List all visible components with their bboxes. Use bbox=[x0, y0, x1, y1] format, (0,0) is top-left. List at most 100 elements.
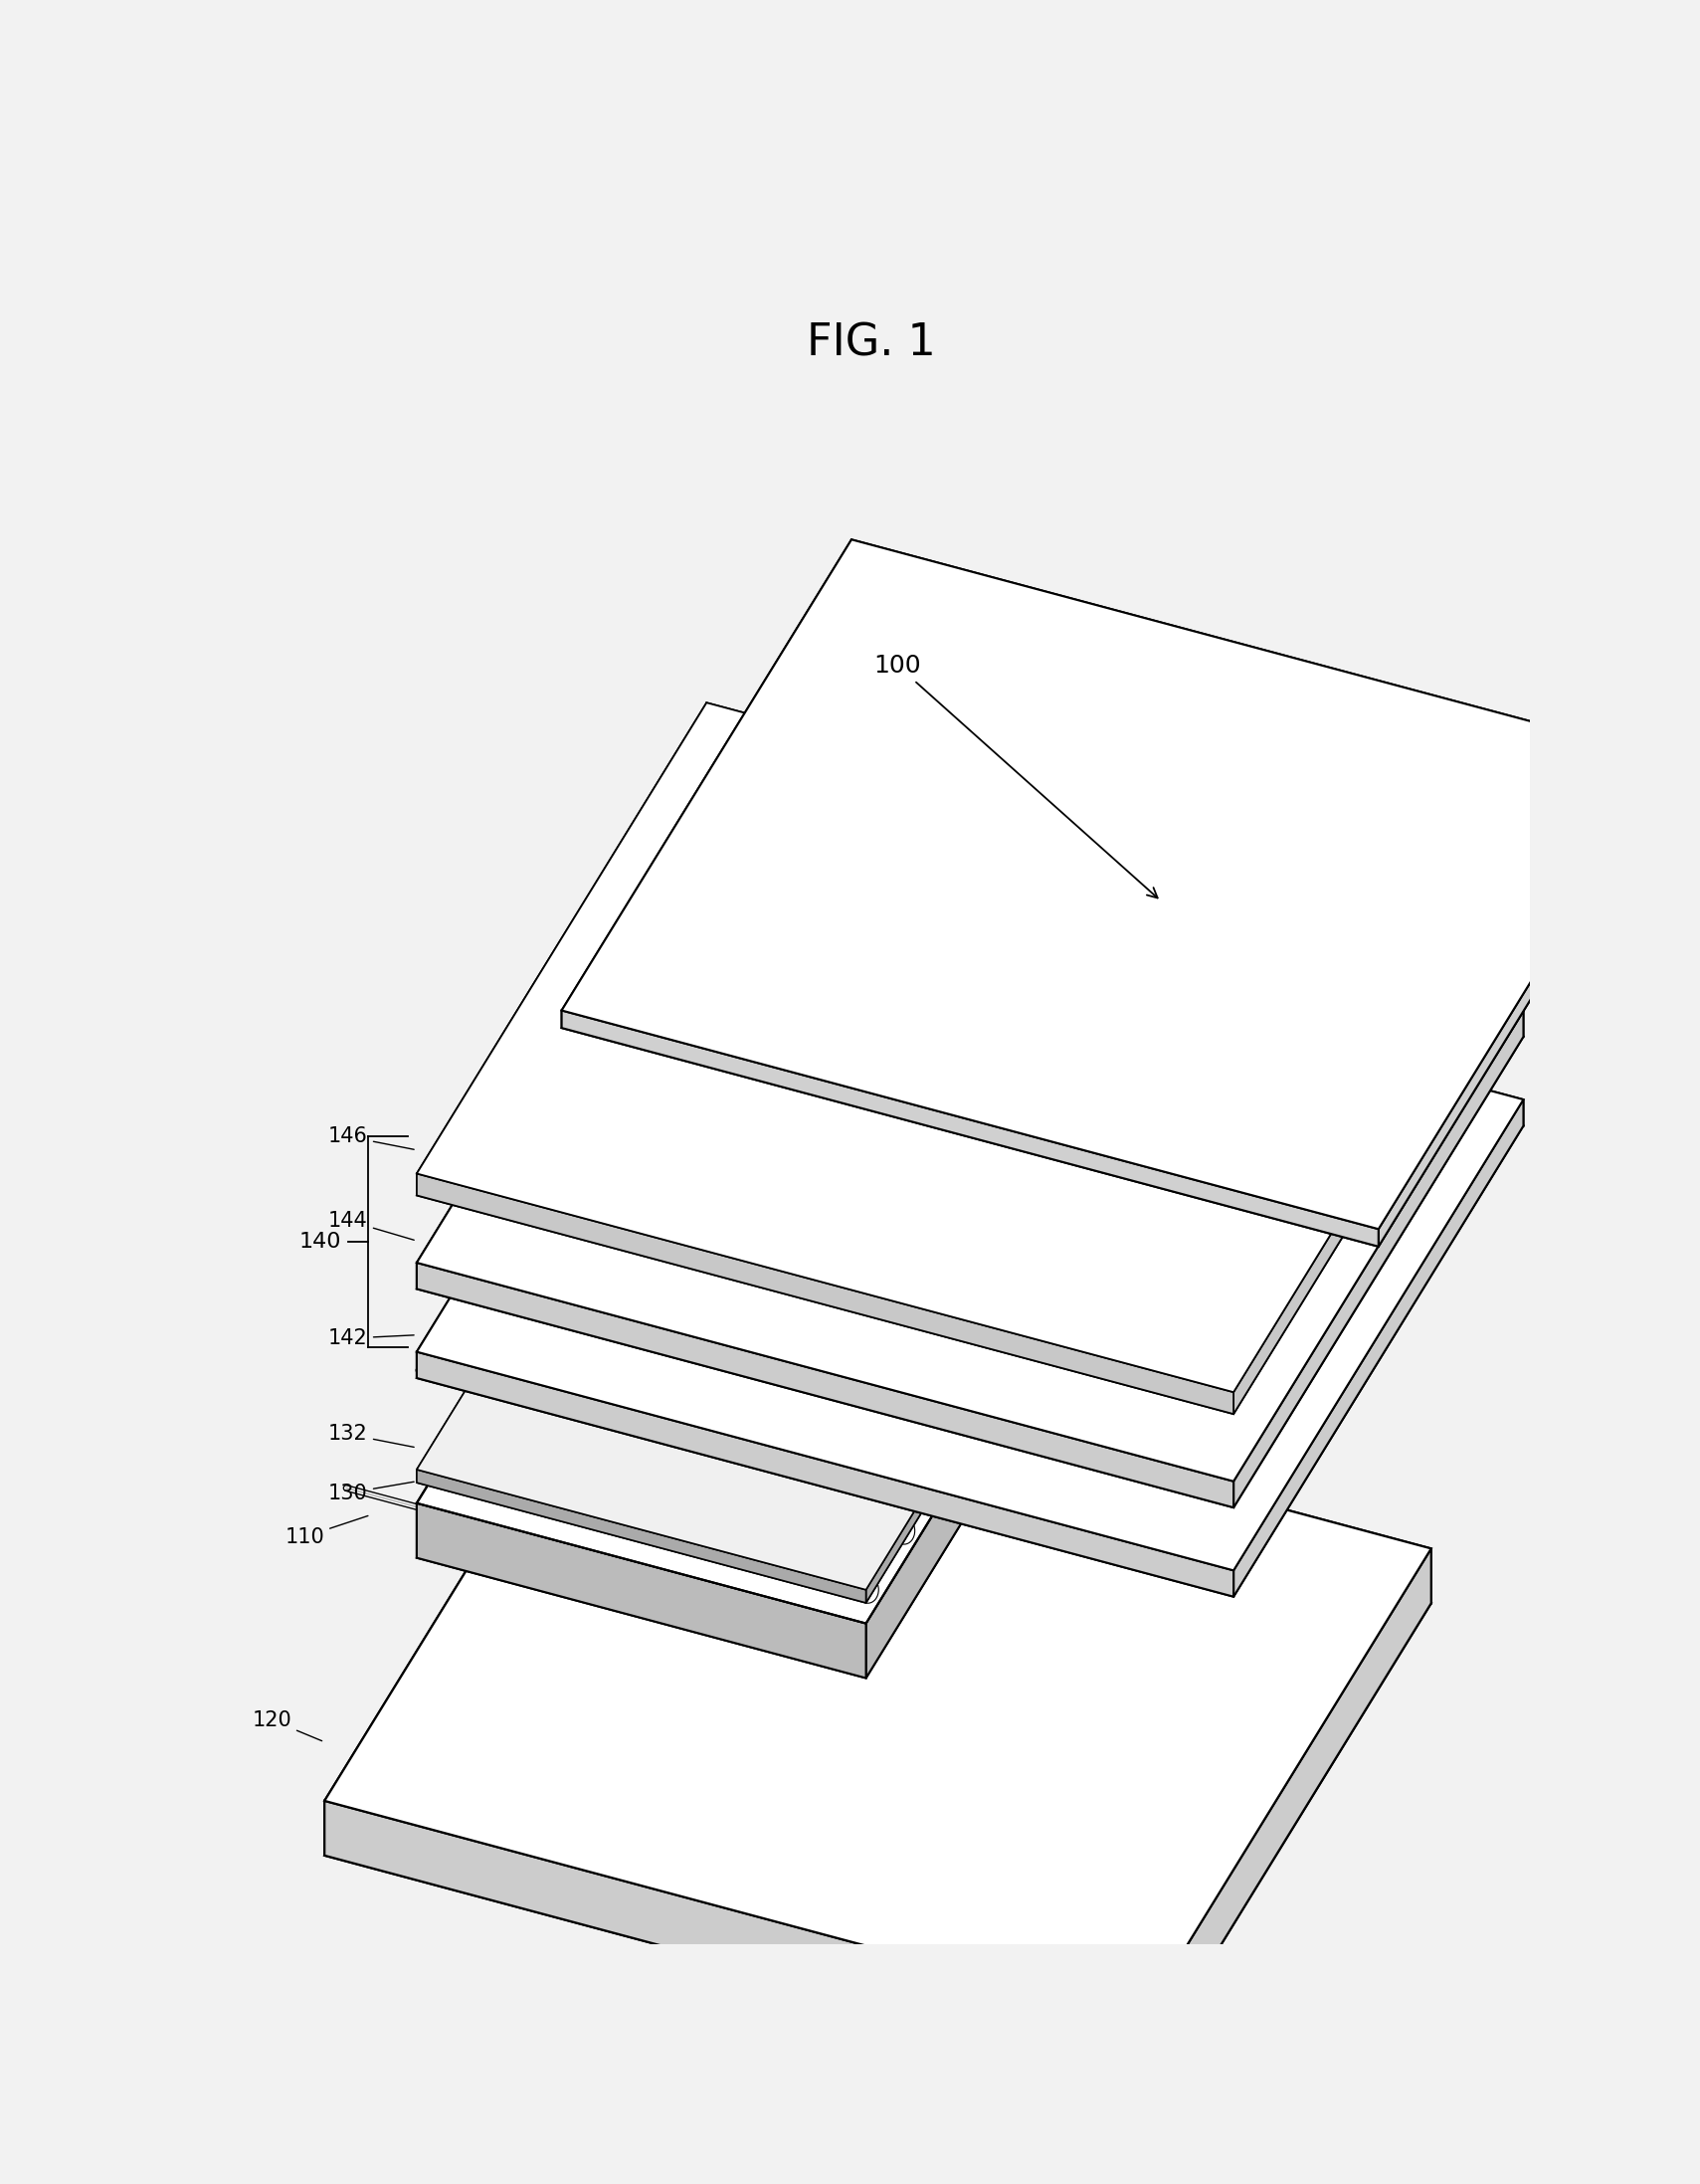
Circle shape bbox=[541, 1424, 561, 1450]
Circle shape bbox=[765, 1483, 787, 1509]
Circle shape bbox=[513, 1348, 534, 1374]
Circle shape bbox=[882, 1171, 903, 1199]
Circle shape bbox=[886, 1105, 908, 1131]
Circle shape bbox=[1039, 1282, 1059, 1308]
Circle shape bbox=[697, 1533, 717, 1559]
Circle shape bbox=[685, 1188, 707, 1214]
Circle shape bbox=[930, 1459, 950, 1485]
Circle shape bbox=[898, 1450, 920, 1476]
Circle shape bbox=[910, 1247, 932, 1275]
Circle shape bbox=[938, 1324, 959, 1350]
Circle shape bbox=[617, 1238, 639, 1265]
Circle shape bbox=[537, 1489, 558, 1518]
Circle shape bbox=[782, 1214, 802, 1241]
Circle shape bbox=[609, 1372, 631, 1400]
Polygon shape bbox=[325, 1330, 614, 1856]
Circle shape bbox=[1015, 1138, 1035, 1166]
Circle shape bbox=[646, 1315, 666, 1341]
Circle shape bbox=[850, 1162, 872, 1190]
Polygon shape bbox=[416, 793, 707, 1289]
Text: 120: 120 bbox=[252, 1710, 321, 1741]
Circle shape bbox=[549, 1289, 570, 1315]
Circle shape bbox=[641, 1380, 663, 1409]
Circle shape bbox=[581, 1297, 602, 1324]
Polygon shape bbox=[416, 998, 707, 1483]
Circle shape bbox=[809, 1289, 831, 1317]
Circle shape bbox=[670, 1457, 690, 1485]
Polygon shape bbox=[707, 703, 1523, 943]
Circle shape bbox=[576, 1365, 598, 1391]
Circle shape bbox=[585, 1230, 607, 1256]
Polygon shape bbox=[865, 1153, 1156, 1677]
Polygon shape bbox=[416, 880, 1523, 1570]
Circle shape bbox=[733, 1474, 755, 1500]
Circle shape bbox=[966, 1400, 988, 1426]
Circle shape bbox=[709, 1330, 731, 1358]
Circle shape bbox=[546, 1356, 566, 1382]
Circle shape bbox=[665, 1524, 687, 1551]
Circle shape bbox=[826, 1568, 847, 1594]
Text: 144: 144 bbox=[328, 1210, 415, 1241]
Circle shape bbox=[915, 1179, 935, 1208]
Polygon shape bbox=[852, 539, 1668, 775]
Circle shape bbox=[983, 1129, 1003, 1158]
Polygon shape bbox=[416, 1262, 1234, 1507]
Circle shape bbox=[874, 1306, 896, 1334]
Polygon shape bbox=[416, 725, 1523, 1413]
Polygon shape bbox=[1234, 1099, 1523, 1597]
Circle shape bbox=[833, 1433, 855, 1459]
Circle shape bbox=[706, 1398, 726, 1426]
Circle shape bbox=[677, 1321, 699, 1350]
Polygon shape bbox=[416, 880, 707, 1378]
Polygon shape bbox=[416, 1503, 865, 1677]
Circle shape bbox=[717, 1197, 739, 1223]
Circle shape bbox=[573, 1431, 593, 1459]
Polygon shape bbox=[561, 539, 852, 1029]
Circle shape bbox=[505, 1481, 525, 1509]
Circle shape bbox=[682, 1256, 702, 1282]
Circle shape bbox=[755, 1138, 775, 1164]
Polygon shape bbox=[325, 1802, 1141, 2075]
Circle shape bbox=[947, 1188, 967, 1216]
Circle shape bbox=[762, 1551, 782, 1577]
Text: 100: 100 bbox=[874, 653, 1158, 898]
Polygon shape bbox=[325, 1385, 1431, 2075]
Circle shape bbox=[746, 1271, 767, 1299]
Polygon shape bbox=[416, 1470, 865, 1603]
Circle shape bbox=[779, 1280, 799, 1308]
Circle shape bbox=[906, 1315, 926, 1341]
Circle shape bbox=[694, 1053, 716, 1079]
Circle shape bbox=[857, 1577, 879, 1603]
Text: 142: 142 bbox=[328, 1328, 415, 1348]
Polygon shape bbox=[1234, 922, 1523, 1413]
Circle shape bbox=[622, 1171, 643, 1197]
Polygon shape bbox=[416, 1173, 1234, 1413]
Polygon shape bbox=[707, 793, 1523, 1037]
Polygon shape bbox=[416, 819, 1523, 1507]
Circle shape bbox=[722, 1129, 743, 1155]
Circle shape bbox=[971, 1332, 991, 1358]
Circle shape bbox=[862, 1509, 882, 1535]
Circle shape bbox=[794, 1559, 814, 1586]
Circle shape bbox=[605, 1439, 626, 1468]
Circle shape bbox=[758, 1070, 779, 1096]
Circle shape bbox=[508, 1415, 530, 1441]
Polygon shape bbox=[416, 998, 1156, 1590]
Circle shape bbox=[741, 1339, 763, 1367]
Polygon shape bbox=[561, 539, 1668, 1230]
Circle shape bbox=[790, 1079, 811, 1105]
Circle shape bbox=[855, 1096, 876, 1123]
Polygon shape bbox=[707, 1033, 1156, 1208]
Circle shape bbox=[842, 1297, 864, 1326]
Circle shape bbox=[802, 1424, 823, 1450]
Circle shape bbox=[1042, 1214, 1064, 1241]
Circle shape bbox=[770, 1415, 790, 1441]
Circle shape bbox=[814, 1221, 835, 1249]
Circle shape bbox=[1011, 1206, 1032, 1232]
Polygon shape bbox=[1379, 758, 1668, 1247]
Circle shape bbox=[918, 1112, 940, 1140]
Circle shape bbox=[797, 1492, 819, 1518]
Circle shape bbox=[1112, 1164, 1132, 1190]
Circle shape bbox=[847, 1230, 867, 1258]
Circle shape bbox=[673, 1389, 694, 1417]
